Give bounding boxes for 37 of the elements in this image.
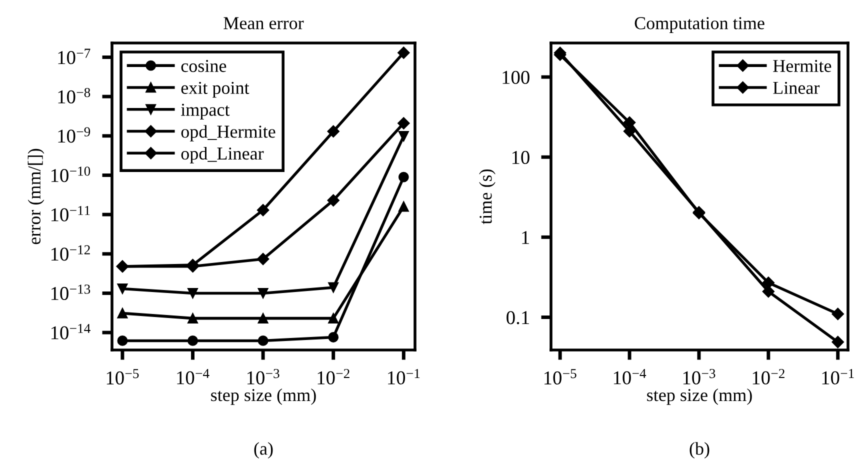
legend-label: Hermite	[773, 60, 832, 72]
chart-title: Computation time	[634, 17, 764, 33]
y-tick-label: 0.1	[506, 311, 529, 324]
y-tick-label: 10$^{−10}$	[51, 166, 90, 182]
x-tick-label: 10$^{−3}$	[683, 368, 716, 384]
text: (a)	[254, 442, 273, 458]
x-tick-label: 10$^{−3}$	[247, 368, 280, 384]
legend-label: impact	[180, 104, 230, 120]
x-tick-label: 10$^{−4}$	[614, 368, 646, 384]
x-tick-label: 10$^{−1}$	[388, 368, 420, 384]
y-tick-label: 10$^{−12}$	[51, 245, 90, 261]
y-tick-label: 10$^{−11}$	[51, 206, 90, 222]
legend-label: opd_Hermite	[181, 125, 276, 142]
chart-title: Mean error	[224, 17, 304, 30]
y-tick-label: 1	[522, 231, 529, 244]
x-tick-label: 10$^{−1}$	[822, 368, 854, 384]
y-tick-label: 10$^{−14}$	[51, 324, 90, 340]
text: (b)	[690, 442, 710, 458]
x-tick-label: 10$^{−4}$	[177, 368, 210, 384]
legend-label: cosine	[181, 60, 226, 72]
legend-label: opd_Linear	[181, 146, 264, 164]
y-tick-label: 100	[502, 70, 530, 84]
x-tick-label: 10$^{−2}$	[318, 368, 350, 384]
legend-label: exit point	[181, 82, 250, 98]
x-tick-label: 10$^{−2}$	[752, 368, 784, 384]
y-tick-label: 10	[512, 150, 530, 164]
y-tick-label: 10$^{−8}$	[58, 88, 90, 104]
y-tick-label: 10$^{−9}$	[58, 127, 90, 143]
x-axis-title: step size (mm)	[647, 388, 752, 405]
x-axis-title: step size (mm)	[211, 388, 316, 405]
x-tick-label: 10$^{−5}$	[106, 369, 139, 385]
x-tick-label: 10$^{−5}$	[544, 369, 576, 385]
y-tick-label: 10$^{−13}$	[51, 284, 90, 300]
legend-label: Linear	[773, 82, 820, 94]
y-axis-title: time (s)	[479, 169, 496, 224]
y-axis-title: error (mm/[])	[28, 148, 44, 244]
y-tick-label: 10$^{−7}$	[58, 48, 90, 64]
